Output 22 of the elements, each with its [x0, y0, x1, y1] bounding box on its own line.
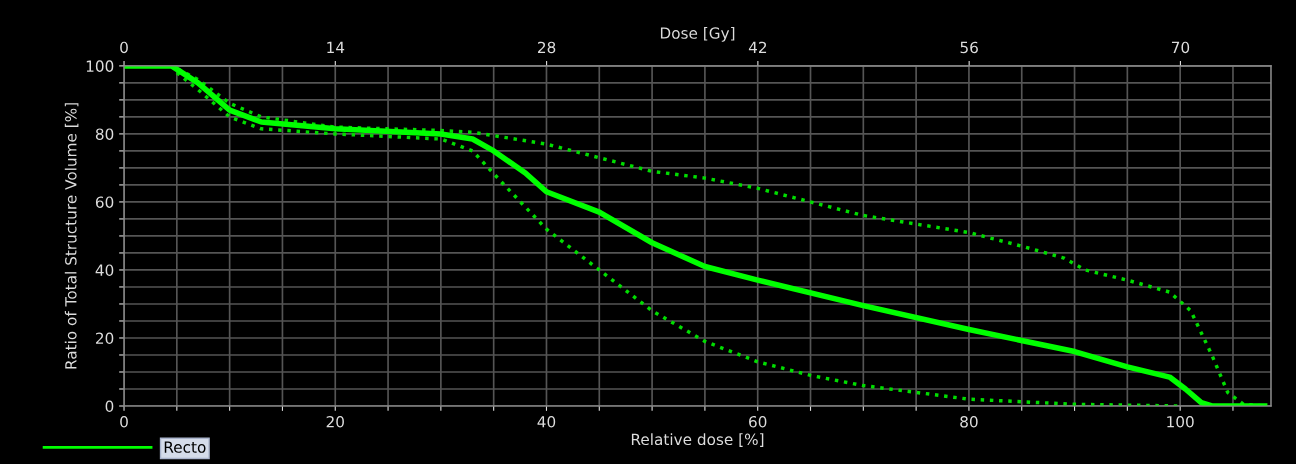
- x2-tick-label: 14: [327, 41, 345, 53]
- y-tick-label: 40: [95, 264, 114, 276]
- x2-axis-title: Dose [Gy]: [660, 26, 735, 42]
- x-tick-label: 80: [960, 415, 978, 428]
- y-tick-label: 0: [105, 400, 114, 413]
- y-tick-label: 100: [86, 60, 114, 72]
- x-tick-label: 20: [326, 415, 344, 428]
- x2-tick-label: 42: [748, 41, 767, 53]
- x-tick-label: 60: [749, 415, 767, 428]
- y-tick-label: 80: [95, 128, 114, 140]
- x-tick-label: 100: [1167, 415, 1194, 428]
- x2-tick-label: 0: [120, 41, 128, 54]
- x2-tick-label: 70: [1171, 41, 1190, 54]
- y-tick-label: 60: [95, 196, 114, 208]
- x-tick-label: 0: [120, 415, 128, 428]
- x2-tick-label: 28: [537, 41, 556, 54]
- y-axis-title: Ratio of Total Structure Volume [%]: [64, 103, 79, 369]
- x-tick-label: 40: [537, 415, 556, 428]
- x2-tick-label: 56: [960, 41, 978, 54]
- y-tick-label: 20: [95, 332, 114, 344]
- text: Recto: [164, 441, 206, 453]
- x-axis-title: Relative dose [%]: [631, 433, 764, 447]
